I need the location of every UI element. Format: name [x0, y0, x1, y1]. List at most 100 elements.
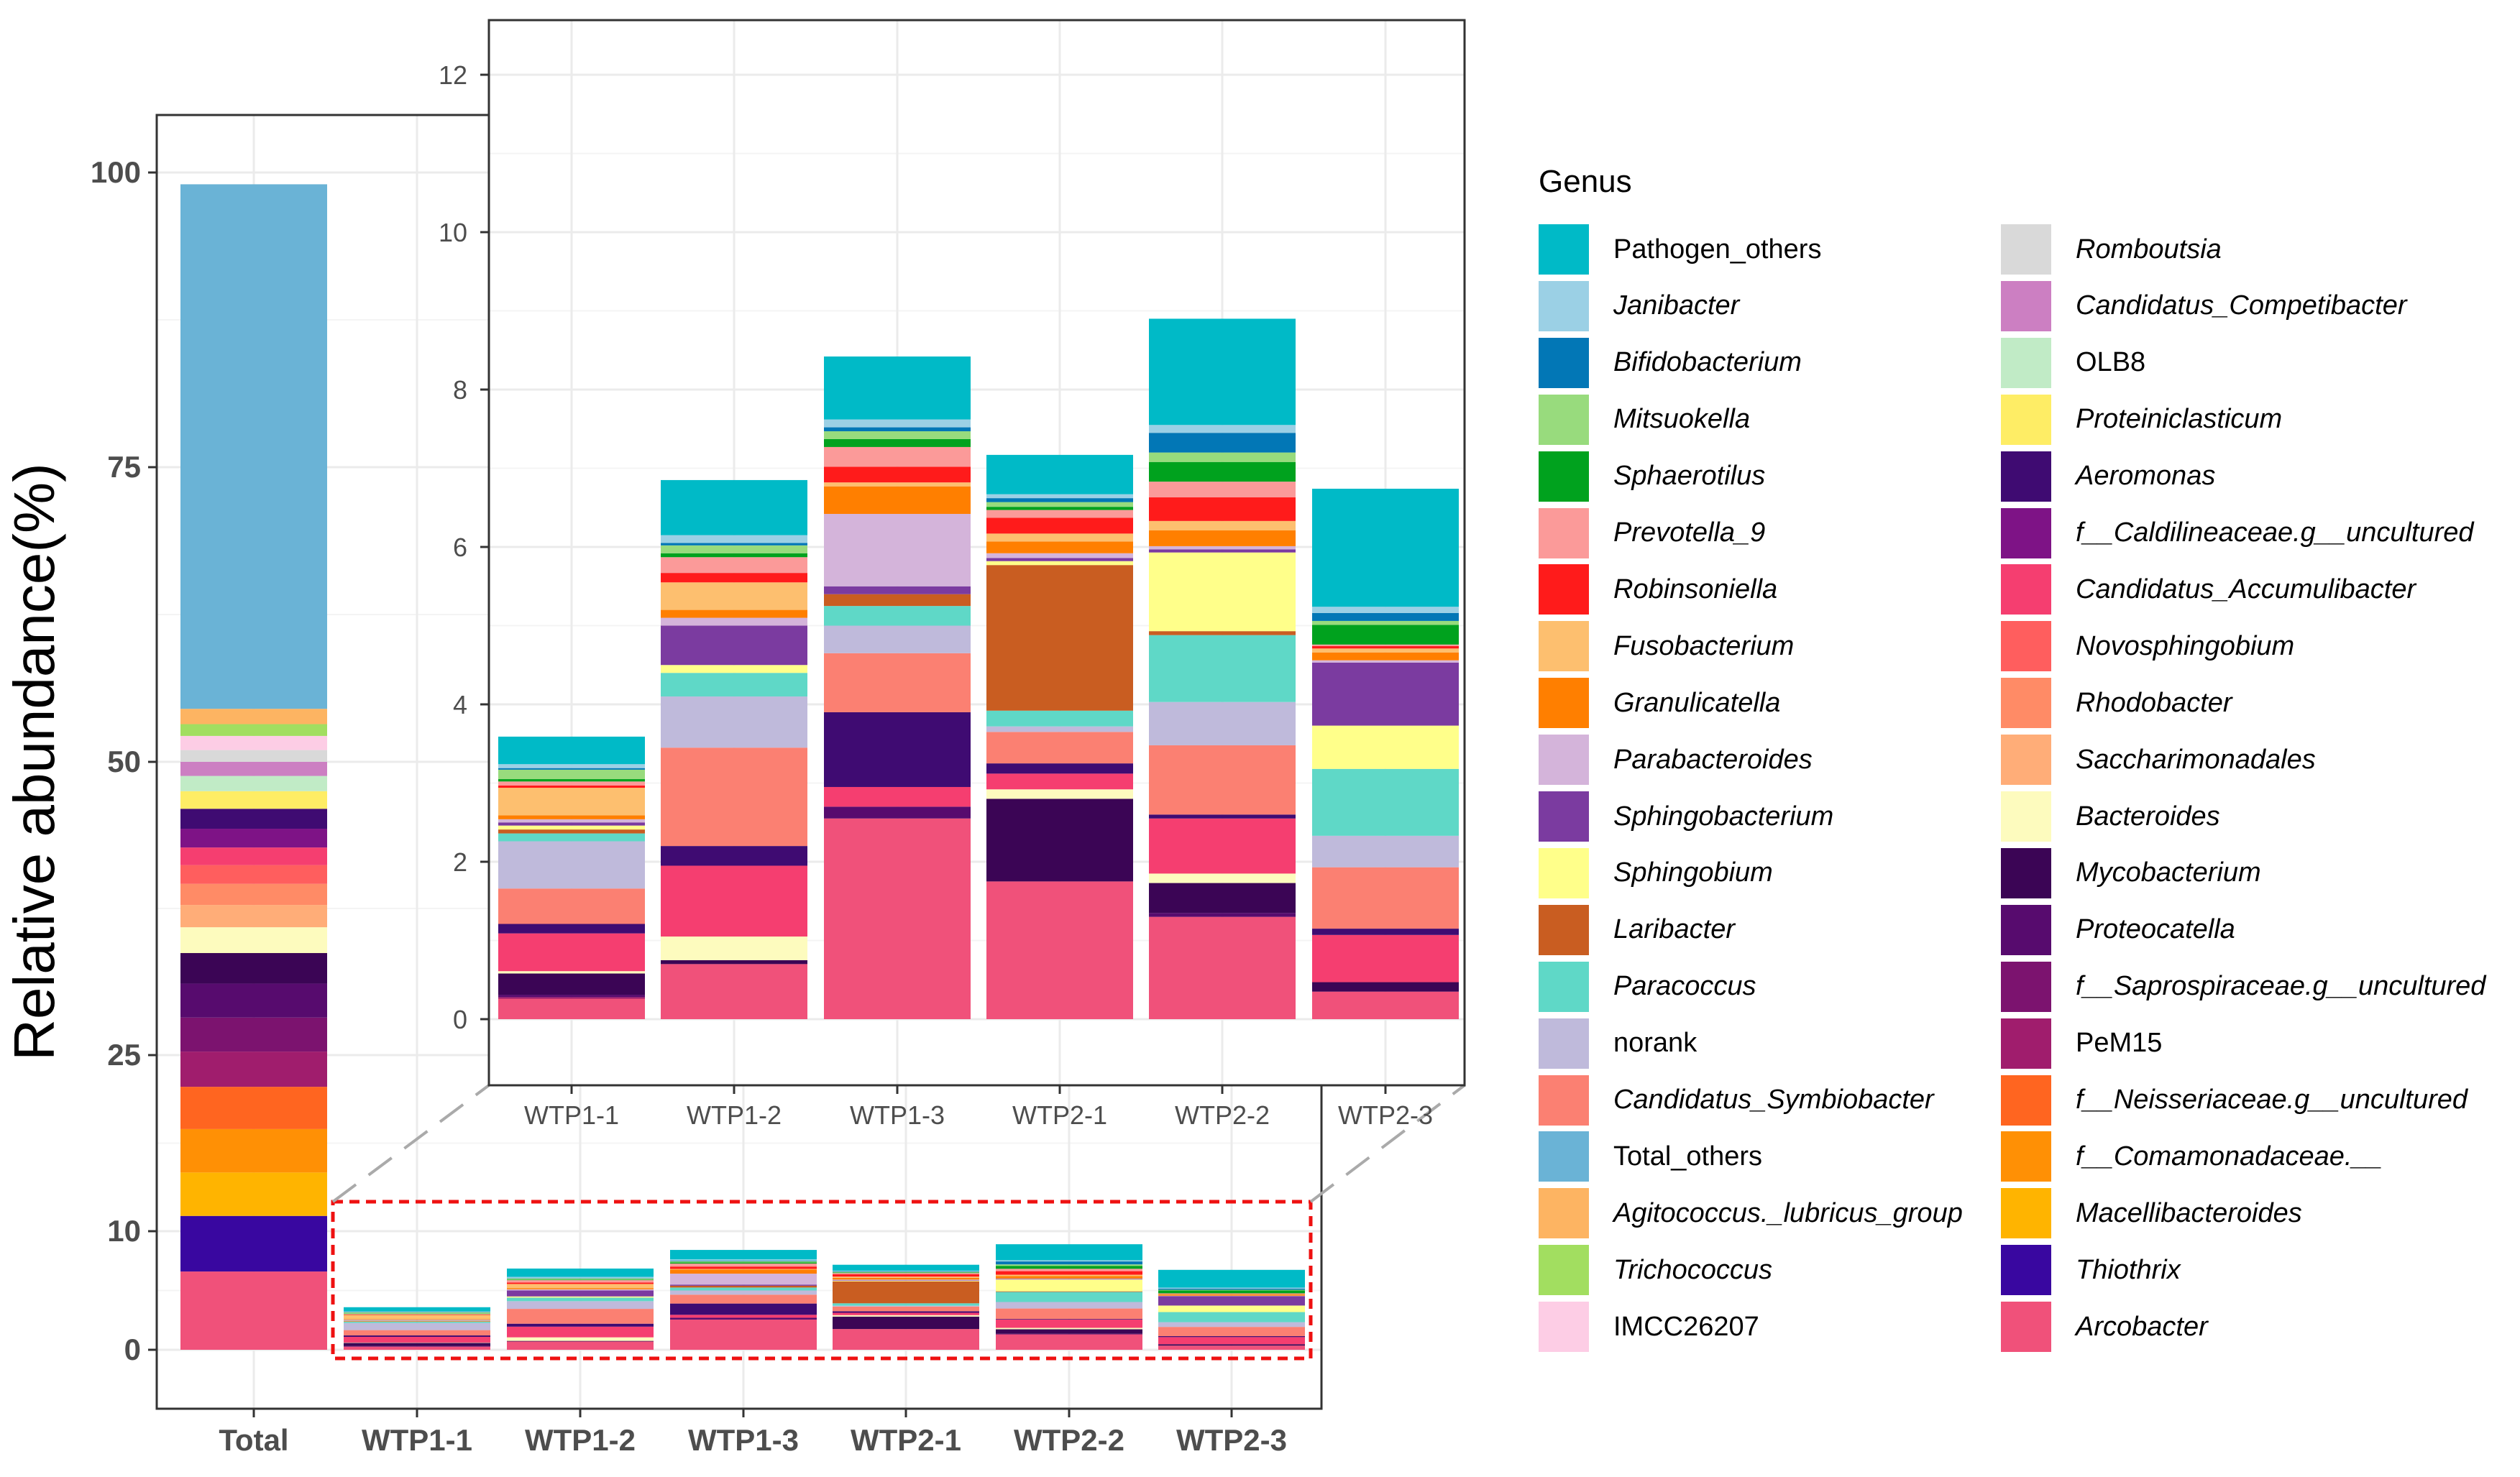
bar-main-wtp2-3-norank [1158, 1322, 1305, 1328]
y-axis-title: Relative abundance(%) [2, 463, 66, 1061]
legend-item: PeM15 [2001, 1018, 2162, 1069]
bar-inset-wtp2-2-mitsuokella [1149, 452, 1296, 462]
bar-inset-wtp2-2-arcobacter [1149, 916, 1296, 1019]
legend-swatch [2001, 451, 2051, 502]
legend-swatch [2001, 791, 2051, 842]
legend-item: Sphingobium [1539, 847, 1773, 898]
bar-main-wtp1-2-bifidobacterium [507, 1278, 654, 1279]
legend-item: Romboutsia [2001, 224, 2222, 275]
bar-inset-wtp1-1-norank [498, 841, 645, 889]
bar-main-wtp2-3-granulicatella [1158, 1294, 1305, 1296]
bar-total-agitococcus-lubricus-group [180, 709, 327, 724]
bar-main-wtp1-2-sphingobacterium [507, 1290, 654, 1297]
legend-item: norank [1539, 1018, 1697, 1069]
bar-main-wtp2-1-mycobacterium [833, 1316, 979, 1330]
legend-label: Arcobacter [2076, 1311, 2208, 1342]
legend-swatch [1539, 224, 1589, 275]
legend-swatch [2001, 1075, 2051, 1126]
bar-total-f-caldilineaceae-g-uncultured [180, 829, 327, 848]
bar-inset-wtp2-3-fusobacterium [1312, 648, 1459, 653]
bar-inset-wtp1-3-aeromonas [824, 712, 971, 787]
main-x-tick-label: WTP2-2 [1014, 1423, 1124, 1457]
bar-inset-wtp1-1-laribacter [498, 829, 645, 834]
bar-total-f-saprospiraceae-g-uncultured [180, 1017, 327, 1052]
bar-inset-wtp1-1-prevotella-9 [498, 781, 645, 786]
bar-main-wtp2-3-sphingobacterium [1158, 1296, 1305, 1306]
bar-main-wtp2-1-granulicatella [833, 1277, 979, 1280]
legend-item: Granulicatella [1539, 678, 1780, 729]
bar-inset-wtp2-2-prevotella-9 [1149, 482, 1296, 498]
legend-item: Janibacter [1539, 280, 1739, 331]
bar-inset-wtp2-2-robinsoniella [1149, 497, 1296, 521]
bar-inset-wtp2-3-mycobacterium [1312, 982, 1459, 992]
legend-label: f__Saprospiraceae.g__uncultured [2076, 971, 2486, 1002]
legend-swatch [2001, 507, 2051, 558]
legend-label: Proteiniclasticum [2076, 404, 2283, 435]
bar-inset-wtp1-1-mycobacterium [498, 973, 645, 995]
bar-total-proteocatella [180, 983, 327, 1018]
bar-inset-wtp1-3-proteocatella [824, 806, 971, 819]
bar-inset-wtp1-2-parabacteroides [661, 617, 807, 626]
legend-item: Agitococcus._lubricus_group [1539, 1188, 1963, 1239]
bar-main-wtp2-2-candidatus-accumulibacter [996, 1319, 1142, 1328]
bar-inset-wtp1-2-mitsuokella [661, 545, 807, 553]
bar-main-wtp1-2-arcobacter [507, 1341, 654, 1350]
bar-main-wtp1-2-parabacteroides [507, 1289, 654, 1291]
legend-label: Proteocatella [2076, 914, 2235, 945]
legend-label: IMCC26207 [1613, 1311, 1759, 1342]
bar-main-wtp1-3-candidatus-symbiobacter [670, 1294, 817, 1304]
legend-swatch [2001, 1131, 2051, 1182]
legend-item: Trichococcus [1539, 1245, 1772, 1296]
bar-main-wtp1-3-norank [670, 1290, 817, 1295]
bar-inset-wtp1-1-sphaerotilus [498, 779, 645, 782]
legend-swatch [1539, 904, 1589, 955]
bar-main-wtp2-1-parabacteroides [833, 1279, 979, 1281]
main-y-tick-label: 10 [107, 1214, 141, 1248]
bar-inset-wtp1-3-prevotella-9 [824, 446, 971, 467]
legend-label: Pathogen_others [1613, 234, 1822, 264]
bar-total-bacteroides [180, 927, 327, 954]
bar-total-aeromonas [180, 809, 327, 829]
legend-item: Total_others [1539, 1131, 1762, 1182]
bar-main-wtp2-3-prevotella-9 [1158, 1293, 1305, 1294]
bar-main-wtp2-1-sphaerotilus [833, 1272, 979, 1274]
bar-inset-wtp1-1-bacteroides [498, 971, 645, 974]
bar-inset-wtp1-1-pem15 [498, 997, 645, 999]
bar-main-wtp2-1-sphingobium [833, 1280, 979, 1282]
bar-inset-wtp1-2-sphaerotilus [661, 553, 807, 558]
bar-inset-wtp2-1-janibacter [986, 494, 1133, 499]
bar-inset-wtp2-3-bifidobacterium [1312, 612, 1459, 621]
bar-main-wtp1-3-candidatus-accumulibacter [670, 1315, 817, 1318]
bar-inset-wtp1-2-sphingobacterium [661, 625, 807, 666]
legend-label: Candidatus_Accumulibacter [2076, 574, 2416, 604]
legend-item: Robinsoniella [1539, 564, 1777, 615]
legend-label: Macellibacteroides [2076, 1197, 2302, 1228]
bar-main-wtp1-2-mitsuokella [507, 1278, 654, 1280]
bar-main-wtp1-3-janibacter [670, 1259, 817, 1261]
bar-main-wtp2-2-fusobacterium [996, 1274, 1142, 1276]
legend-item: Thiothrix [2001, 1245, 2181, 1296]
bar-inset-wtp2-3-sphaerotilus [1312, 625, 1459, 645]
bar-inset-wtp1-1-granulicatella [498, 815, 645, 819]
legend-item: Paracoccus [1539, 961, 1756, 1012]
bar-inset-wtp2-3-aeromonas [1312, 929, 1459, 935]
legend-label: Sphaerotilus [1613, 461, 1766, 492]
legend-label: f__Caldilineaceae.g__uncultured [2076, 517, 2474, 548]
legend-item: f__Neisseriaceae.g__uncultured [2001, 1075, 2468, 1126]
bar-main-wtp1-1-arcobacter [344, 1346, 490, 1350]
bar-inset-wtp1-3-candidatus-symbiobacter [824, 653, 971, 712]
legend-label: Total_others [1613, 1141, 1763, 1172]
bar-inset-wtp2-3-robinsoniella [1312, 645, 1459, 649]
inset-y-tick-label: 4 [453, 690, 467, 719]
bar-main-wtp1-1-sphingobacterium [344, 1320, 490, 1321]
bar-main-wtp1-1-laribacter [344, 1321, 490, 1322]
legend-swatch [1539, 507, 1589, 558]
inset-x-tick-label: WTP2-2 [1175, 1100, 1270, 1130]
legend-swatch [2001, 904, 2051, 955]
legend-item: Prevotella_9 [1539, 507, 1765, 558]
bar-inset-wtp2-3-norank [1312, 835, 1459, 868]
legend-item: Mycobacterium [2001, 847, 2261, 898]
main-inset-region-bars [344, 1244, 1305, 1350]
bar-main-wtp1-2-fusobacterium [507, 1284, 654, 1289]
